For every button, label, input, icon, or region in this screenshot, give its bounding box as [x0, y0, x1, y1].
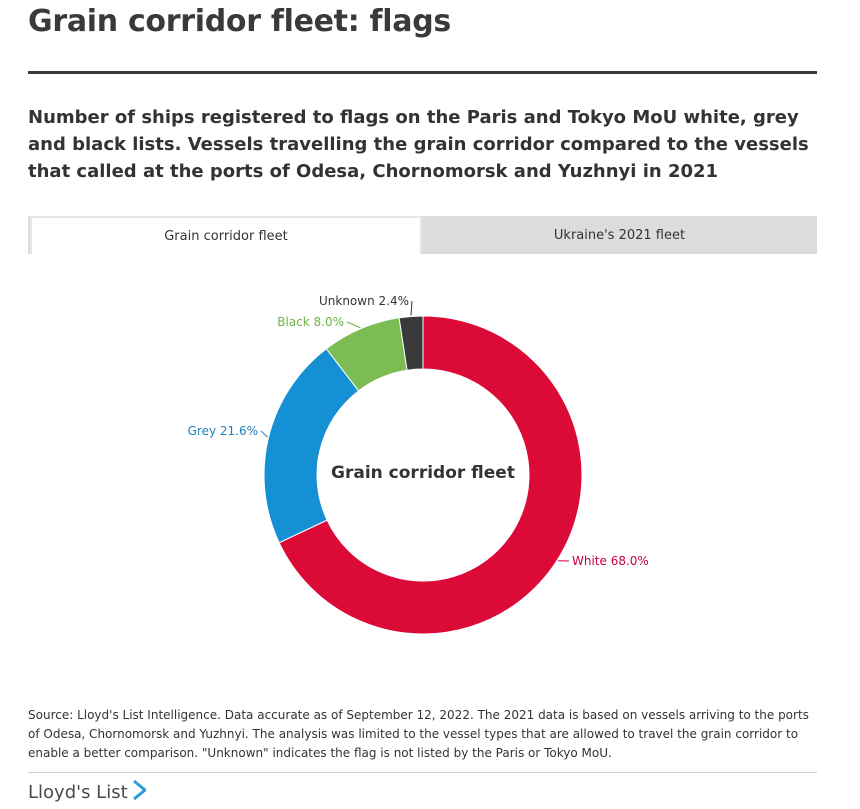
connector-unknown	[410, 300, 413, 316]
footer-divider	[28, 772, 817, 773]
brand-logo: Lloyd's List	[28, 779, 147, 805]
slice-unknown[interactable]	[398, 315, 424, 371]
page-title: Grain corridor fleet: flags	[28, 4, 451, 39]
title-divider	[28, 71, 817, 74]
chart-subtitle: Number of ships registered to flags on t…	[28, 107, 809, 182]
label-grey: Grey 21.6%	[188, 424, 258, 438]
tab-ukraine-2021-fleet[interactable]: Ukraine's 2021 fleet	[422, 216, 817, 254]
tab-grain-corridor-fleet[interactable]: Grain corridor fleet	[30, 216, 422, 254]
donut-slices	[263, 315, 583, 635]
donut-chart: White 68.0% Grey 21.6% Black 8.0% Unknown 2…	[188, 294, 649, 635]
chart-center-title: Grain corridor fleet	[331, 463, 515, 483]
play-triangle-icon	[132, 779, 147, 805]
connector-grey	[260, 430, 268, 438]
brand-name: Lloyd's List	[28, 782, 128, 803]
connector-black	[346, 321, 361, 329]
chart-tabs: Grain corridor fleet Ukraine's 2021 flee…	[28, 216, 817, 254]
label-black: Black 8.0%	[277, 315, 344, 329]
source-note: Source: Lloyd's List Intelligence. Data …	[28, 708, 809, 760]
slice-grey[interactable]	[263, 348, 360, 544]
slice-labels: White 68.0% Grey 21.6% Black 8.0% Unknown 2…	[188, 294, 649, 568]
slice-white[interactable]	[278, 315, 583, 635]
label-white: White 68.0%	[572, 554, 649, 568]
label-unknown: Unknown 2.4%	[319, 294, 409, 308]
